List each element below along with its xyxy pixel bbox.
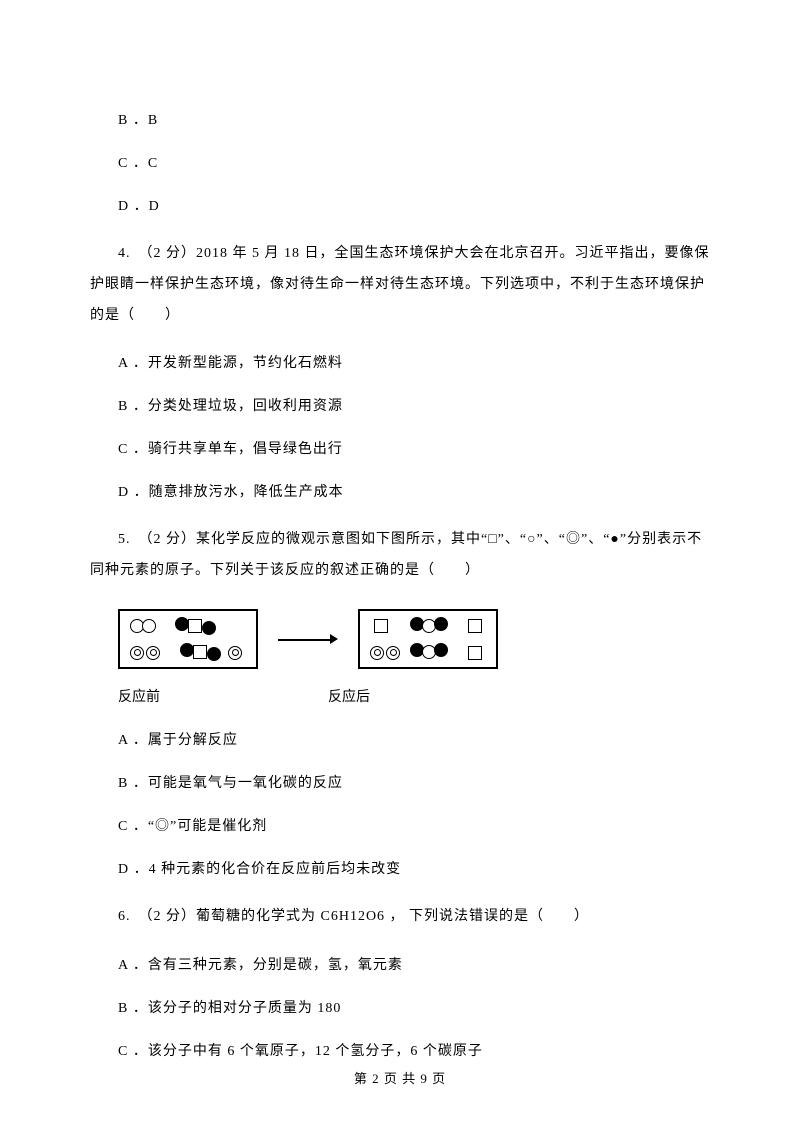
label-before: 反应前 (118, 687, 328, 708)
q5-option-a: A ．属于分解反应 (90, 730, 710, 751)
option-c: C ．C (90, 153, 710, 174)
option-d: D ．D (90, 196, 710, 217)
q5-diagram (118, 609, 710, 669)
q5-stem: 5. （2 分）某化学反应的微观示意图如下图所示，其中“□”、“○”、“◎”、“… (90, 525, 710, 587)
q4-option-c: C ．骑行共享单车，倡导绿色出行 (90, 439, 710, 460)
q4-option-b: B ．分类处理垃圾，回收利用资源 (90, 396, 710, 417)
q6-option-a: A ．含有三种元素，分别是碳，氢，氧元素 (90, 955, 710, 976)
option-b: B ．B (90, 110, 710, 131)
page-footer: 第 2 页 共 9 页 (0, 1069, 800, 1089)
q4-option-d: D ．随意排放污水，降低生产成本 (90, 482, 710, 503)
q4-stem: 4. （2 分）2018 年 5 月 18 日，全国生态环境保护大会在北京召开。… (90, 239, 710, 331)
q6-option-c: C ．该分子中有 6 个氧原子，12 个氢分子，6 个碳原子 (90, 1041, 710, 1062)
q6-stem: 6. （2 分）葡萄糖的化学式为 C6H12O6 ， 下列说法错误的是（ ） (90, 902, 710, 933)
q5-option-c: C ．“◎”可能是催化剂 (90, 816, 710, 837)
q6-option-b: B ．该分子的相对分子质量为 180 (90, 998, 710, 1019)
q4-option-a: A ．开发新型能源，节约化石燃料 (90, 353, 710, 374)
q5-diagram-labels: 反应前 反应后 (118, 687, 710, 708)
q5-option-b: B ．可能是氧气与一氧化碳的反应 (90, 773, 710, 794)
reaction-after-box (358, 609, 498, 669)
page-content: B ．B C ．C D ．D 4. （2 分）2018 年 5 月 18 日，全… (0, 0, 800, 1062)
reaction-before-box (118, 609, 258, 669)
label-after: 反应后 (328, 687, 370, 708)
q5-option-d: D ．4 种元素的化合价在反应前后均未改变 (90, 859, 710, 880)
